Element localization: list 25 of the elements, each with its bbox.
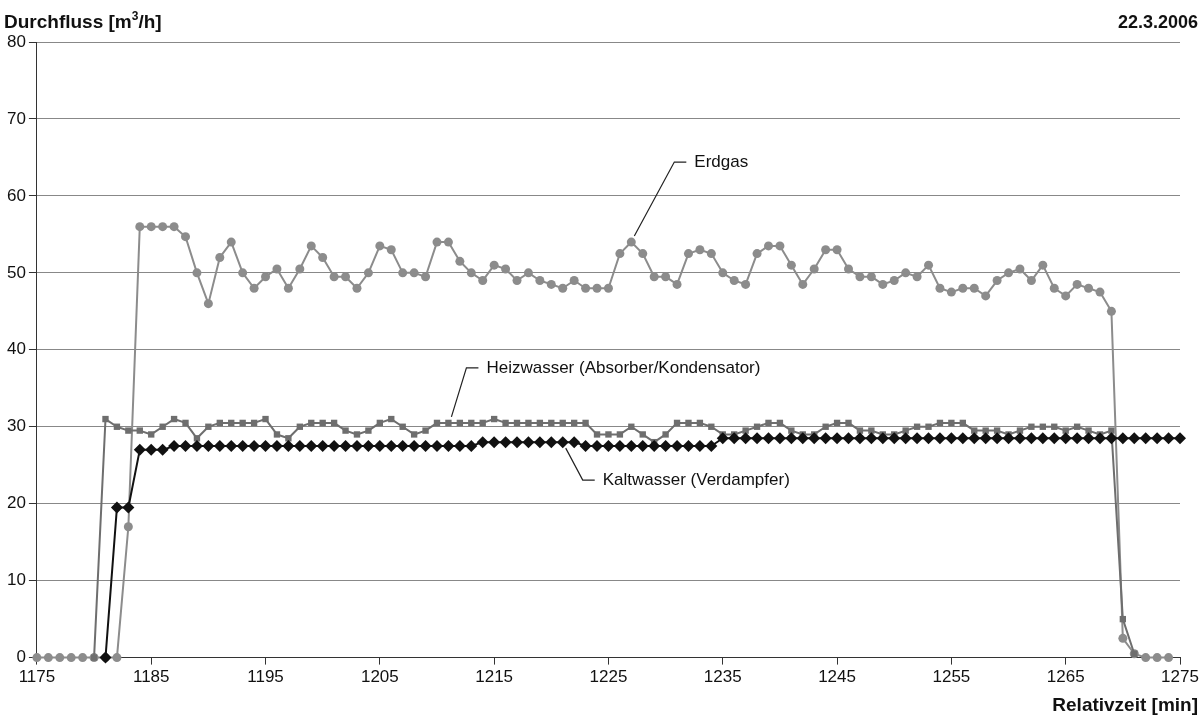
x-tick-label: 1205 bbox=[360, 667, 399, 687]
x-tick-label: 1175 bbox=[18, 667, 56, 687]
text: Erdgas bbox=[694, 151, 749, 171]
y-tick-label: 20 bbox=[6, 493, 26, 513]
y-tick-label: 60 bbox=[6, 185, 26, 205]
y-tick-label: 40 bbox=[6, 339, 26, 359]
y-tick-label: 80 bbox=[6, 31, 26, 51]
y-tick-label: 50 bbox=[6, 262, 26, 282]
y-tick-label: 70 bbox=[6, 108, 26, 128]
series-label: Kaltwasser (Verdampfer) bbox=[602, 469, 790, 489]
text: Heizwasser (Absorber/Kondensator) bbox=[486, 357, 761, 377]
y-tick-label: 30 bbox=[6, 416, 26, 436]
text: 22.3.2006 bbox=[1117, 12, 1198, 32]
x-tick-label: 1225 bbox=[589, 667, 628, 687]
x-tick-label: 1275 bbox=[1161, 667, 1199, 687]
x-tick-label: 1215 bbox=[475, 667, 514, 687]
x-tick-label: 1265 bbox=[1046, 667, 1085, 687]
x-axis-title: Relativzeit [min] bbox=[1052, 694, 1199, 715]
x-tick-label: 1245 bbox=[818, 667, 856, 687]
y-tick-label: 10 bbox=[6, 570, 26, 590]
x-tick-label: 1185 bbox=[132, 667, 170, 687]
x-tick-label: 1255 bbox=[932, 667, 971, 687]
x-tick-label: 1195 bbox=[247, 667, 284, 687]
y-tick-label: 0 bbox=[16, 647, 26, 667]
x-tick-label: 1235 bbox=[703, 667, 742, 687]
